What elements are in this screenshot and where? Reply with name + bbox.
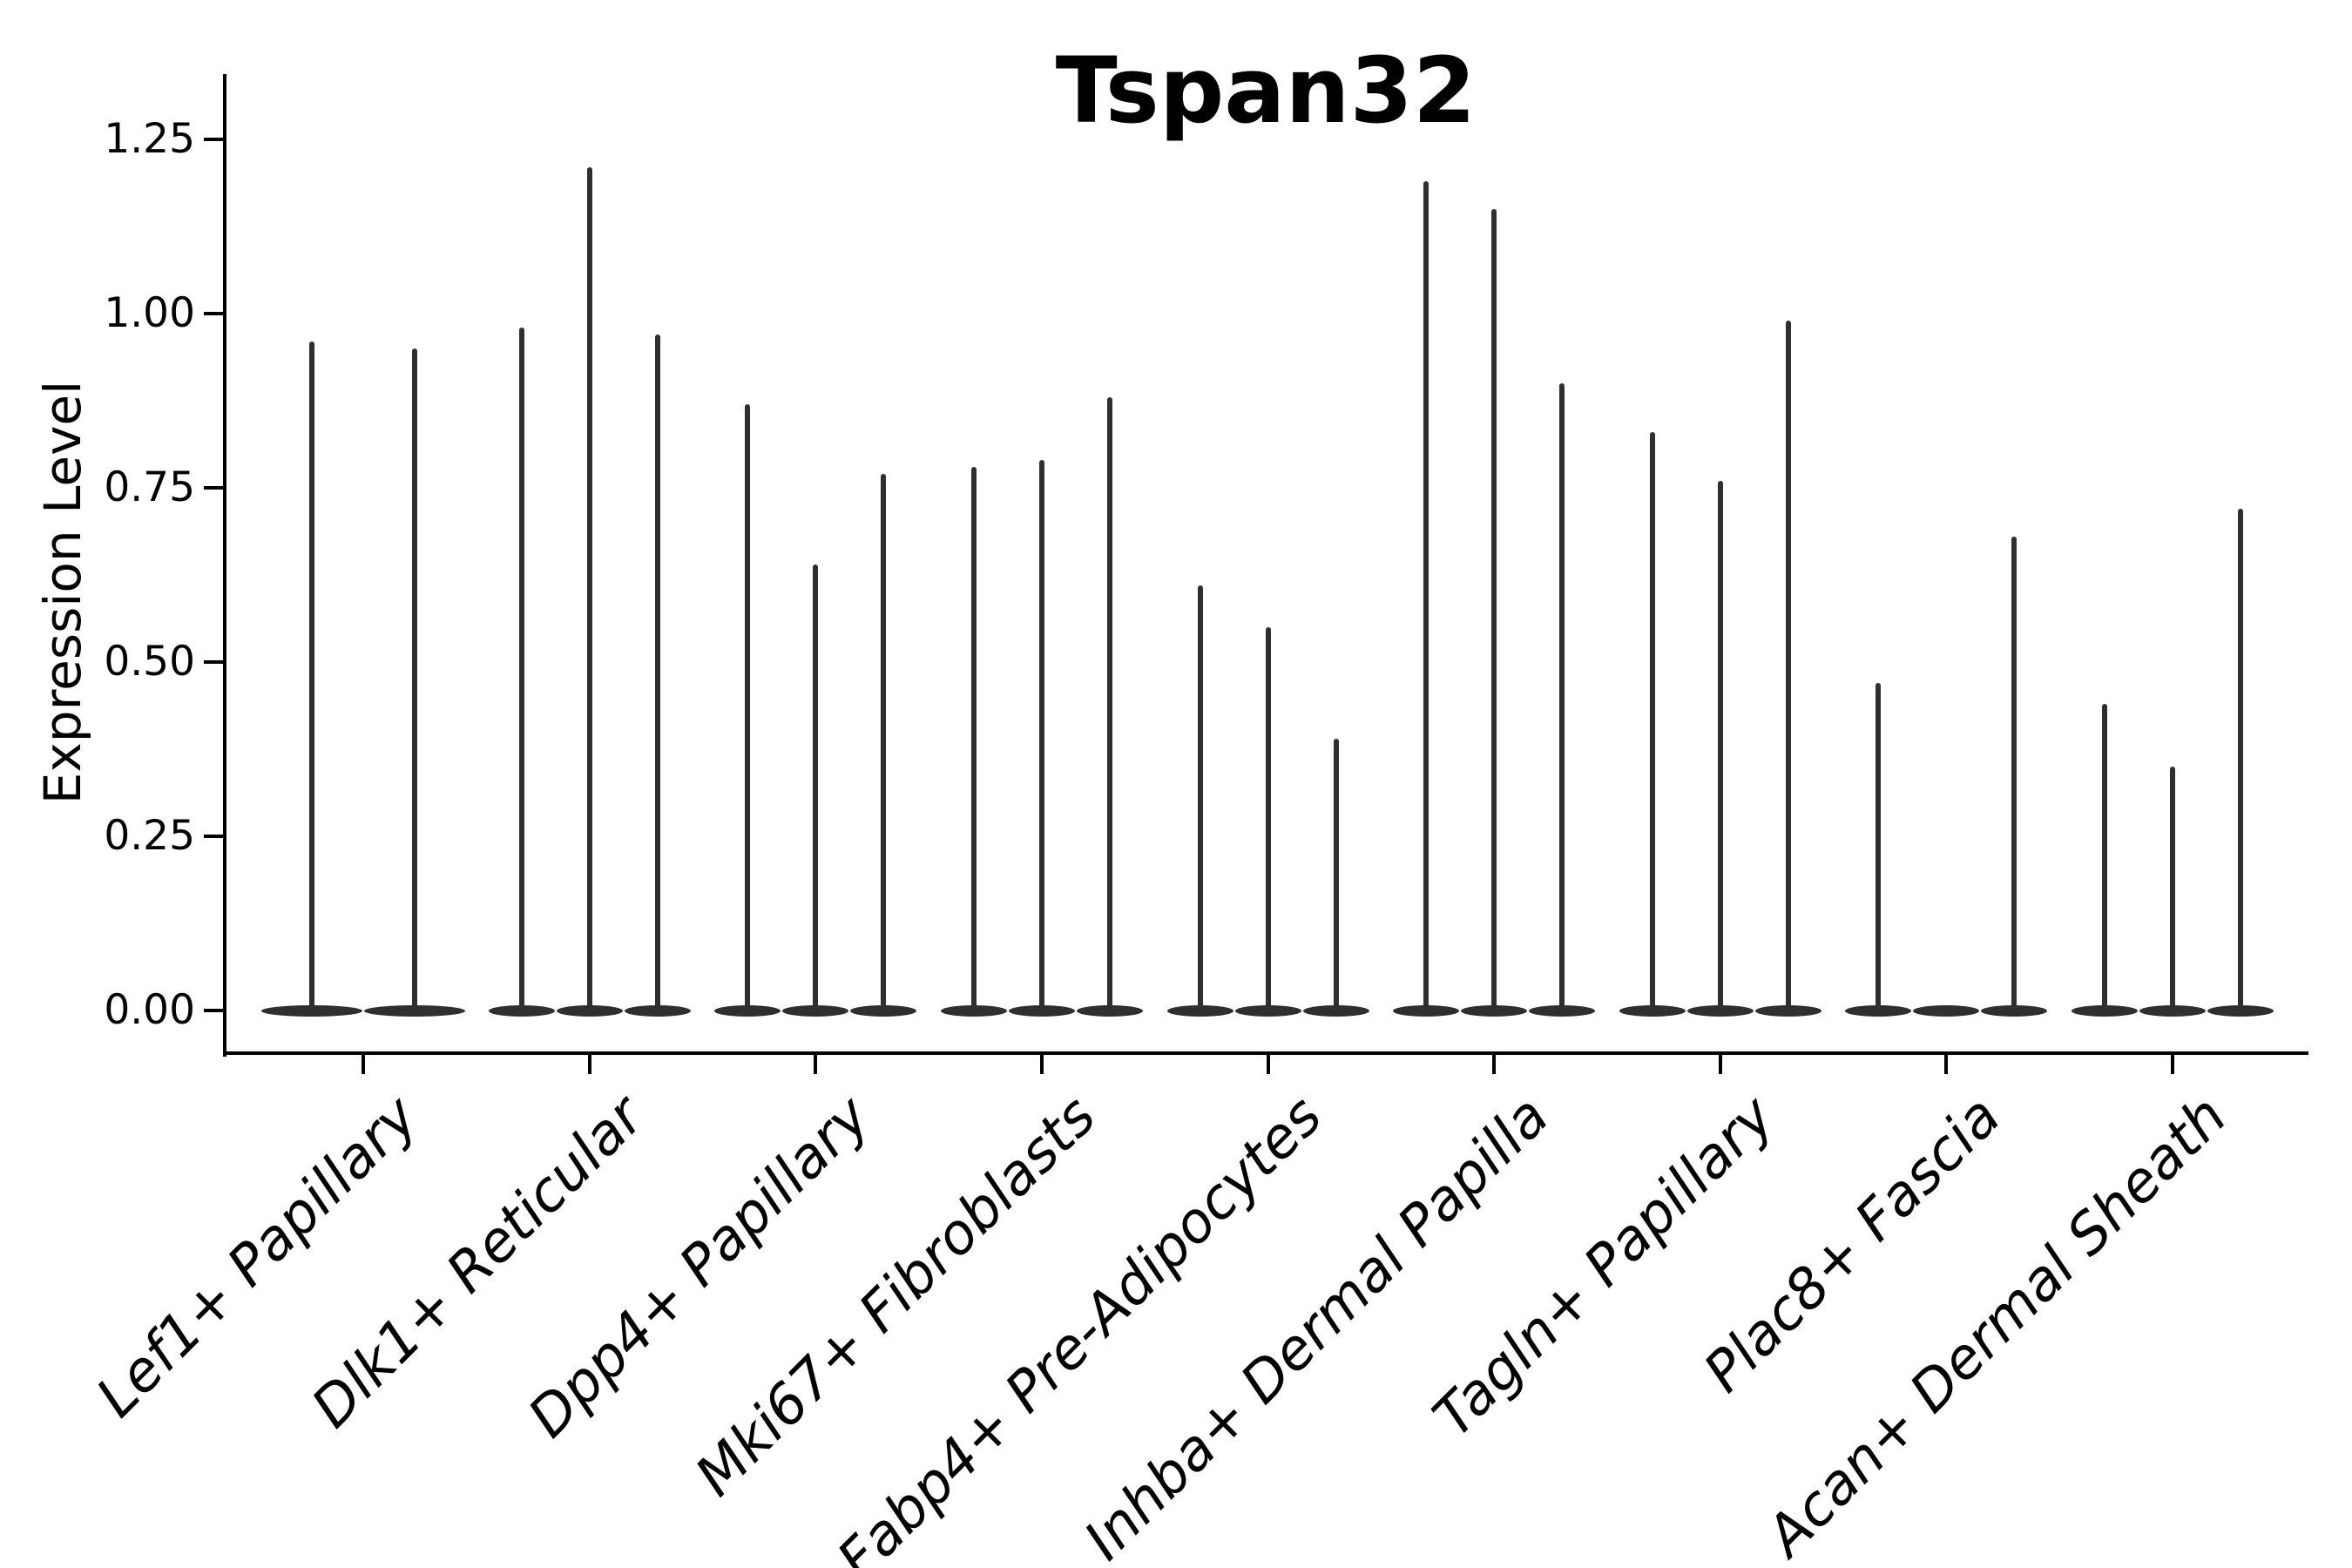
x-tick (1266, 1055, 1270, 1074)
violin-base (2139, 1005, 2206, 1017)
violin-spike (970, 467, 977, 1010)
violin-spike (518, 328, 524, 1010)
x-tick-label: Mki67+ Fibroblasts (684, 1084, 1109, 1510)
violin-base (1076, 1005, 1143, 1017)
violin-spike (1785, 321, 1791, 1010)
y-tick-label: 1.00 (104, 289, 195, 337)
chart-title: Tspan32 (1055, 37, 1477, 144)
x-tick (1039, 1055, 1044, 1074)
violin-spike (1333, 739, 1339, 1010)
violin-spike (412, 348, 417, 1010)
violin-base (556, 1005, 623, 1017)
x-tick-label: Acan+ Dermal Sheath (1754, 1084, 2240, 1568)
x-tick (1492, 1055, 1497, 1074)
violin-base (1754, 1005, 1821, 1017)
y-tick-label: 0.00 (104, 986, 195, 1034)
bottom-spine (223, 1051, 2308, 1055)
violin-base (940, 1005, 1007, 1017)
violin-spike (654, 335, 660, 1010)
violin-base (261, 1005, 362, 1017)
x-tick (814, 1055, 818, 1074)
violin-base (1008, 1005, 1075, 1017)
left-spine (223, 74, 226, 1057)
y-tick (204, 486, 223, 490)
violin-base (714, 1005, 781, 1017)
violin-base (1845, 1005, 1912, 1017)
violin-base (1393, 1005, 1460, 1017)
violin-base (1981, 1005, 2048, 1017)
violin-base (1913, 1005, 1980, 1017)
y-axis-label: Expression Level (33, 380, 92, 805)
violin-base (488, 1005, 555, 1017)
violin-base (624, 1005, 691, 1017)
violin-spike (745, 404, 751, 1010)
y-tick (204, 660, 223, 664)
y-tick (204, 312, 223, 315)
violin-spike (1491, 209, 1497, 1010)
violin-base (1686, 1005, 1754, 1017)
violin-base (850, 1005, 917, 1017)
x-tick-label: Inhba+ Dermal Papilla (1071, 1084, 1561, 1568)
violin-spike (1265, 627, 1271, 1010)
violin-base (1619, 1005, 1686, 1017)
violin-base (2072, 1005, 2138, 1017)
violin-base (1234, 1005, 1301, 1017)
violin-spike (881, 474, 887, 1010)
y-tick-label: 1.25 (104, 115, 195, 163)
y-tick-label: 0.75 (104, 463, 195, 511)
x-tick (1718, 1055, 1722, 1074)
violin-spike (2011, 537, 2017, 1010)
violin-spike (1717, 481, 1723, 1010)
violin-spike (1197, 585, 1203, 1010)
violin-spike (586, 167, 592, 1010)
y-tick (204, 1009, 223, 1012)
violin-spike (1038, 460, 1044, 1010)
y-tick (204, 138, 223, 141)
violin-base (1529, 1005, 1596, 1017)
x-tick (587, 1055, 591, 1074)
x-tick (362, 1055, 365, 1074)
y-tick-label: 0.25 (104, 812, 195, 860)
y-tick-label: 0.50 (104, 638, 195, 686)
violin-spike (1106, 397, 1112, 1010)
violin-base (364, 1005, 465, 1017)
violin-base (1461, 1005, 1528, 1017)
violin-base (2207, 1005, 2274, 1017)
violin-base (1302, 1005, 1369, 1017)
violin-spike (2238, 509, 2243, 1010)
violin-spike (1649, 432, 1655, 1010)
violin-base (782, 1005, 849, 1017)
violin-spike (2102, 704, 2107, 1010)
violin-spike (1876, 683, 1882, 1010)
x-tick (2171, 1055, 2174, 1074)
violin-spike (309, 341, 314, 1010)
violin-spike (2170, 767, 2175, 1010)
violin-spike (1423, 181, 1429, 1010)
x-tick (1944, 1055, 1949, 1074)
violin-spike (1559, 383, 1565, 1010)
y-tick (204, 835, 223, 838)
violin-base (1166, 1005, 1233, 1017)
violin-spike (813, 564, 819, 1010)
